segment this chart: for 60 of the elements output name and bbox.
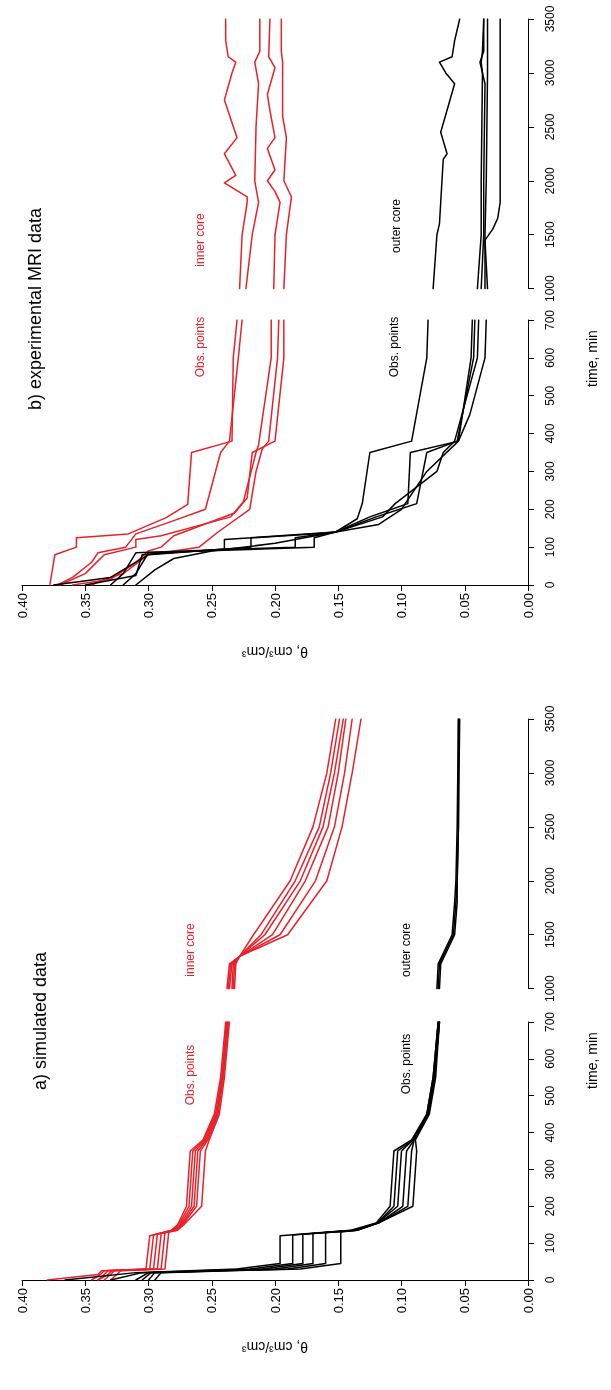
y-tick-label: 3000	[543, 759, 557, 787]
y-tick-label: 400	[543, 423, 557, 444]
annotation: Obs. points	[387, 316, 401, 378]
y-tick-label: 200	[543, 1195, 557, 1217]
annotation: Obs. points	[399, 1033, 413, 1095]
x-tick-label: 0.25	[204, 1288, 220, 1314]
annotation: Obs. points	[183, 1044, 197, 1106]
y-tick-label: 0	[543, 1276, 557, 1284]
y-tick-label: 2000	[543, 867, 557, 895]
y-tick-label: 3500	[543, 705, 557, 733]
y-tick-label: 1000	[543, 974, 557, 1002]
annotation: outer core	[389, 198, 403, 254]
x-tick-label: 0.30	[141, 593, 156, 619]
y-tick-label: 400	[543, 1122, 557, 1143]
x-tick-label: 0.00	[520, 1288, 536, 1314]
y-tick-label: 1500	[543, 221, 557, 249]
y-tick-label: 2500	[543, 813, 557, 841]
y-tick-label: 300	[543, 1159, 557, 1180]
y-tick-label: 300	[543, 461, 557, 482]
x-tick-label: 0.05	[457, 1288, 473, 1314]
y-tick-label: 600	[543, 1048, 557, 1069]
x-tick-label: 0.00	[520, 593, 536, 619]
y-tick-label: 500	[543, 385, 557, 406]
y-axis-title: time, min	[584, 330, 600, 387]
x-tick-label: 0.35	[77, 1288, 93, 1314]
annotation: inner core	[193, 213, 207, 267]
annotation: inner core	[183, 923, 197, 977]
y-tick-label: 100	[543, 1232, 557, 1254]
x-tick-label: 0.10	[394, 1288, 409, 1314]
y-tick-label: 2000	[543, 167, 557, 195]
y-tick-label: 0	[543, 581, 557, 589]
y-tick-label: 700	[543, 1011, 557, 1033]
y-tick-label: 1000	[543, 274, 557, 302]
annotation: Obs. points	[193, 316, 207, 378]
y-tick-label: 3000	[543, 59, 557, 87]
chart-title: a) simulated data	[30, 950, 50, 1090]
x-tick-label: 0.15	[330, 1288, 346, 1314]
x-tick-label: 0.35	[77, 593, 93, 619]
y-tick-label: 500	[543, 1085, 557, 1106]
x-tick-label: 0.25	[204, 593, 220, 619]
x-tick-label: 0.20	[267, 593, 283, 619]
y-tick-label: 700	[543, 309, 557, 331]
x-axis-title: θ, cm³/cm³	[241, 644, 309, 660]
y-tick-label: 200	[543, 498, 557, 520]
chart-title: b) experimental MRI data	[25, 206, 45, 410]
y-axis-title: time, min	[584, 1032, 600, 1089]
x-tick-label: 0.10	[394, 593, 409, 619]
x-tick-label: 0.05	[457, 593, 473, 619]
x-tick-label: 0.30	[141, 1288, 156, 1314]
annotation: outer core	[399, 922, 413, 978]
x-axis-title: θ, cm³/cm³	[241, 1339, 309, 1355]
y-tick-label: 2500	[543, 113, 557, 141]
x-tick-label: 0.15	[330, 593, 346, 619]
y-tick-label: 600	[543, 347, 557, 368]
x-tick-label: 0.40	[14, 593, 30, 619]
x-tick-label: 0.40	[14, 1288, 30, 1314]
x-tick-label: 0.20	[267, 1288, 283, 1314]
y-tick-label: 100	[543, 536, 557, 558]
y-tick-label: 1500	[543, 921, 557, 949]
y-tick-label: 3500	[543, 5, 557, 33]
